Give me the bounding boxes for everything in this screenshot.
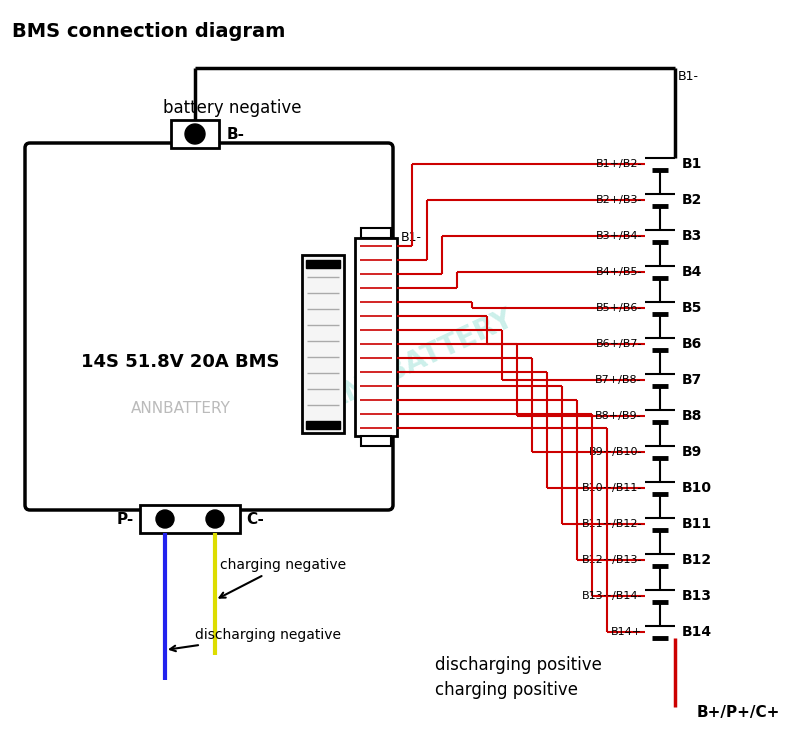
Text: B4+/B5-: B4+/B5- bbox=[595, 267, 642, 277]
Text: 14S 51.8V 20A BMS: 14S 51.8V 20A BMS bbox=[81, 353, 280, 371]
Text: B1-: B1- bbox=[678, 70, 699, 83]
Text: B13: B13 bbox=[682, 589, 712, 603]
Text: discharging positive: discharging positive bbox=[435, 656, 602, 674]
Text: B7: B7 bbox=[682, 373, 702, 387]
Bar bbox=[171, 120, 219, 148]
Text: discharging negative: discharging negative bbox=[170, 628, 341, 652]
Text: B1-: B1- bbox=[401, 231, 422, 244]
Text: B12+/B13-: B12+/B13- bbox=[582, 555, 642, 565]
Text: B3: B3 bbox=[682, 229, 702, 243]
Text: B8+/B9-: B8+/B9- bbox=[595, 411, 642, 421]
Text: B11: B11 bbox=[682, 517, 712, 531]
Text: ANNBATTERY: ANNBATTERY bbox=[130, 401, 230, 416]
Bar bbox=[306, 421, 340, 429]
Text: B+/P+/C+: B+/P+/C+ bbox=[697, 705, 780, 719]
Bar bbox=[361, 436, 391, 446]
FancyBboxPatch shape bbox=[25, 143, 393, 510]
Bar bbox=[361, 228, 391, 238]
Text: B6: B6 bbox=[682, 337, 702, 351]
Text: charging positive: charging positive bbox=[435, 681, 578, 699]
Text: B14: B14 bbox=[682, 625, 712, 639]
Circle shape bbox=[185, 124, 205, 144]
Bar bbox=[355, 238, 397, 436]
Text: B10: B10 bbox=[682, 481, 712, 495]
Text: charging negative: charging negative bbox=[219, 558, 346, 598]
Text: B1+/B2-: B1+/B2- bbox=[595, 159, 642, 169]
Text: B2: B2 bbox=[682, 193, 702, 207]
Text: B14+: B14+ bbox=[611, 627, 642, 637]
Text: B9+/B10-: B9+/B10- bbox=[589, 447, 642, 457]
Text: B7+/B8-: B7+/B8- bbox=[595, 375, 642, 385]
Text: B3+/B4-: B3+/B4- bbox=[595, 231, 642, 241]
Text: ANNBATTERY: ANNBATTERY bbox=[321, 304, 519, 416]
Text: B6+/B7-: B6+/B7- bbox=[595, 339, 642, 349]
Bar bbox=[302, 255, 344, 433]
Bar bbox=[306, 260, 340, 268]
Text: B9: B9 bbox=[682, 445, 702, 459]
Circle shape bbox=[156, 510, 174, 528]
Text: B13+/B14-: B13+/B14- bbox=[582, 591, 642, 601]
Text: B4: B4 bbox=[682, 265, 702, 279]
Text: B5+/B6-: B5+/B6- bbox=[596, 303, 642, 313]
Text: B12: B12 bbox=[682, 553, 712, 567]
Text: BMS connection diagram: BMS connection diagram bbox=[12, 22, 286, 41]
Text: B-: B- bbox=[227, 127, 245, 142]
Text: B1: B1 bbox=[682, 157, 702, 171]
Text: B2+/B3-: B2+/B3- bbox=[595, 195, 642, 205]
Text: B8: B8 bbox=[682, 409, 702, 423]
Text: B10+/B11-: B10+/B11- bbox=[582, 483, 642, 493]
Text: P-: P- bbox=[117, 511, 134, 526]
Bar bbox=[140, 505, 240, 533]
Text: C-: C- bbox=[246, 511, 264, 526]
Text: B11+/B12-: B11+/B12- bbox=[582, 519, 642, 529]
Circle shape bbox=[206, 510, 224, 528]
Text: B5: B5 bbox=[682, 301, 702, 315]
Text: battery negative: battery negative bbox=[162, 99, 302, 117]
